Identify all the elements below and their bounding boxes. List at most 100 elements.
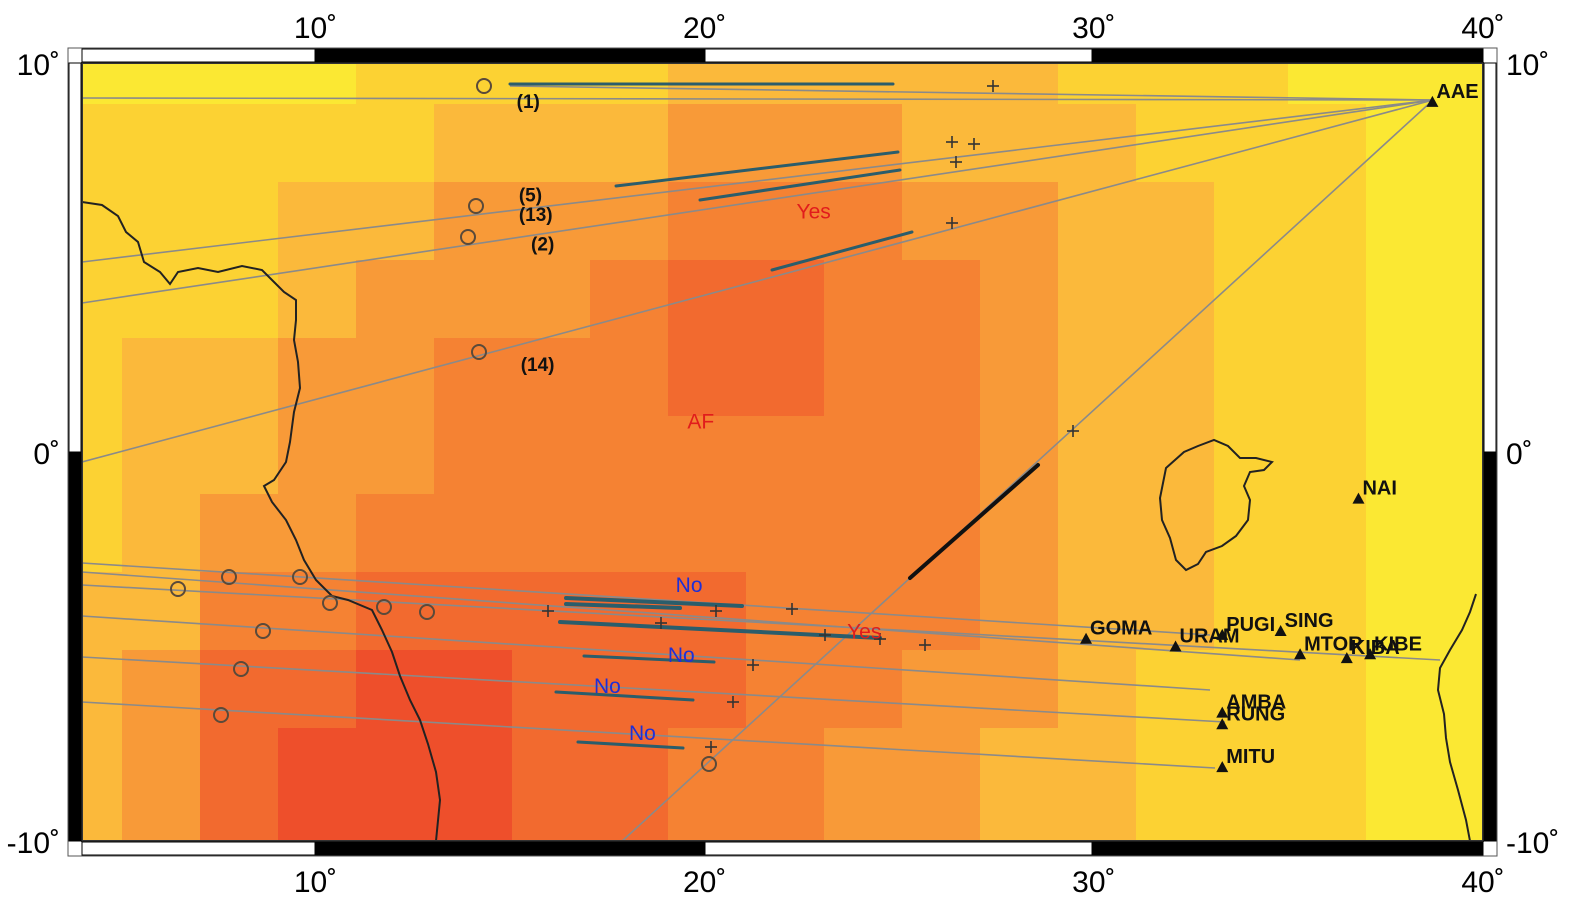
grid-cell	[1058, 260, 1137, 339]
grid-cell	[278, 104, 357, 183]
station-triangle-icon	[1426, 95, 1439, 107]
grid-cell	[1136, 728, 1215, 841]
station-label: URAM	[1180, 626, 1240, 648]
station-triangle-icon	[1216, 718, 1229, 730]
grid-cell	[356, 494, 435, 573]
grid-cell	[122, 728, 201, 841]
grid-cell	[356, 728, 435, 841]
grid-cell	[1214, 182, 1289, 261]
annotation-label: AF	[687, 411, 714, 434]
station-triangle-icon	[1340, 652, 1353, 664]
grid-cell	[668, 260, 747, 339]
africa-coastline	[82, 201, 442, 841]
grid-cell	[512, 416, 591, 495]
events: (1) (5)(13) (2) (14)	[517, 92, 555, 376]
grid-cell	[902, 63, 981, 105]
grid-cell	[902, 572, 981, 651]
grid-cell	[590, 416, 669, 495]
station-triangle-icon	[1274, 624, 1287, 636]
ray-path	[82, 584, 1441, 661]
ray-segment	[564, 596, 744, 608]
ray-segment	[614, 150, 900, 188]
grid-cell	[668, 104, 747, 183]
bottom-tick-label: 20˚	[683, 866, 726, 899]
grid-cell	[1136, 494, 1215, 573]
grid-cell	[82, 182, 123, 261]
grid-cell	[1366, 338, 1483, 417]
grid-cell	[278, 728, 357, 841]
station-label: GOMA	[1090, 618, 1152, 640]
grid-cell	[434, 104, 513, 183]
grid-cell	[200, 182, 279, 261]
station-label: MTOR	[1304, 633, 1363, 655]
grid-cell	[746, 416, 825, 495]
event-circle	[701, 756, 717, 772]
grid-cell	[434, 494, 513, 573]
grid-cell	[1288, 650, 1367, 729]
event-circle	[170, 581, 186, 597]
annotation-label: Yes	[847, 621, 881, 644]
grid-cell	[512, 260, 591, 339]
grid-cell	[746, 494, 825, 573]
grid-cell	[1288, 572, 1367, 651]
left-tick-label: 10˚	[17, 49, 60, 82]
grid-cell	[122, 338, 201, 417]
cross-marker	[727, 696, 739, 708]
grid-cell	[200, 260, 279, 339]
ray-segment	[564, 602, 682, 610]
grid-cell	[278, 338, 357, 417]
event-circle	[322, 595, 338, 611]
grid-cell	[746, 728, 825, 841]
grid-cell	[122, 260, 201, 339]
grid-cell	[434, 416, 513, 495]
annotation-label: No	[594, 675, 621, 698]
grid-cell	[980, 182, 1059, 261]
right-tick-label: 10˚	[1506, 49, 1549, 82]
station-label: AAE	[1436, 81, 1478, 103]
grid-cell	[278, 494, 357, 573]
station-triangle-icon	[1294, 648, 1307, 660]
grid-cell	[824, 728, 903, 841]
grid-cell	[1058, 182, 1137, 261]
grid-cell	[1366, 260, 1483, 339]
grid-cell	[668, 494, 747, 573]
grid-cell	[1214, 338, 1289, 417]
top-bar	[1091, 48, 1484, 63]
bottom-bar	[314, 841, 706, 856]
grid-cell	[200, 728, 279, 841]
grid-cell	[82, 650, 123, 729]
grid-cell	[1058, 494, 1137, 573]
grid-cell	[1366, 728, 1483, 841]
grid-cell	[1366, 182, 1483, 261]
left-tick-label: -10˚	[7, 827, 60, 860]
grid-cell	[902, 182, 981, 261]
grid-cell	[200, 494, 279, 573]
right-bar	[1483, 451, 1497, 842]
event-circle	[376, 599, 392, 615]
cross-marker	[705, 741, 717, 753]
grid-cell	[980, 104, 1059, 183]
ray-segment	[770, 230, 914, 272]
ray-path	[509, 85, 1434, 101]
grid-cell	[82, 728, 123, 841]
grid-cell	[824, 260, 903, 339]
ray-path	[82, 562, 1211, 636]
grid-cell	[1214, 494, 1289, 573]
station-label: KIBA	[1351, 637, 1400, 659]
grid-cell	[356, 260, 435, 339]
event-circle	[233, 661, 249, 677]
map-frame	[67, 47, 1498, 857]
cross-marker	[747, 659, 759, 671]
grid-cell	[434, 650, 513, 729]
grid-cell	[122, 182, 201, 261]
grid-cell	[1288, 728, 1367, 841]
cross-marker	[819, 629, 831, 641]
grid-cell	[824, 494, 903, 573]
grid-cell	[122, 104, 201, 183]
grid-cell	[82, 572, 123, 651]
station-triangle-icon	[1216, 706, 1229, 718]
annotation-label: No	[668, 644, 695, 667]
station-label: RUNG	[1226, 703, 1285, 725]
ray-segment	[582, 654, 716, 664]
grid-cell	[278, 572, 357, 651]
